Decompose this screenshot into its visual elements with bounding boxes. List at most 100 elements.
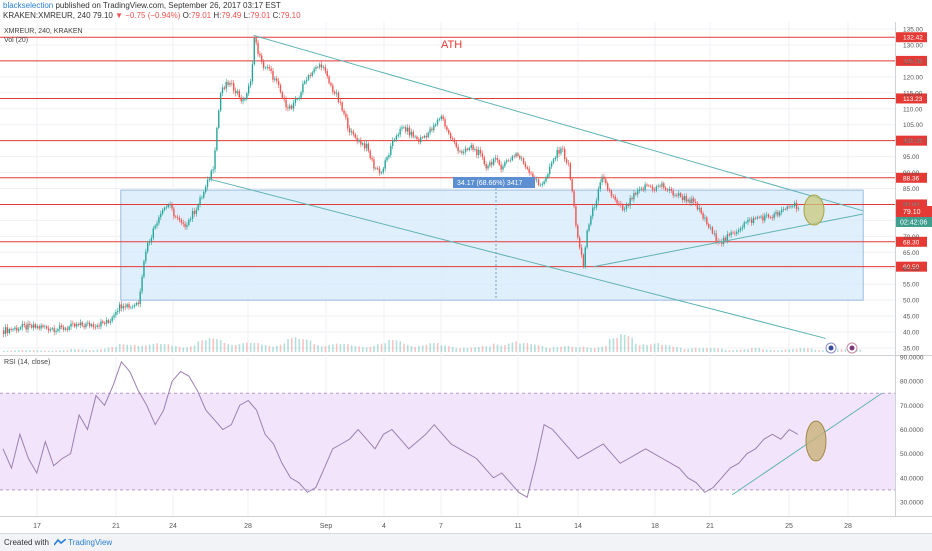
level-tag-label: 88.36 bbox=[903, 175, 920, 182]
volume-bar bbox=[504, 345, 506, 352]
candle-body bbox=[620, 203, 622, 205]
volume-bar bbox=[107, 347, 110, 352]
countdown-tag bbox=[896, 217, 932, 227]
candle-body bbox=[113, 315, 115, 318]
trading-chart[interactable]: 132.42 125.00 113.23 100.00 88.36 80.00 68.30 6… bbox=[0, 0, 932, 533]
tradingview-brand[interactable]: TradingView bbox=[68, 538, 113, 547]
volume-bar bbox=[515, 341, 517, 352]
candle-body bbox=[107, 320, 110, 323]
volume-bar bbox=[724, 349, 727, 352]
candle-body bbox=[414, 136, 416, 138]
candle-body bbox=[360, 139, 362, 145]
price-tick-label: 115.00 bbox=[903, 90, 923, 97]
candle-body bbox=[399, 128, 401, 135]
volume-bar bbox=[358, 346, 360, 352]
time-tick-label: 14 bbox=[574, 523, 582, 530]
candle-body bbox=[79, 322, 82, 325]
volume-bar bbox=[238, 344, 241, 352]
volume-bar bbox=[762, 349, 764, 352]
candle-body bbox=[244, 99, 246, 100]
candle-body bbox=[681, 196, 684, 201]
candle-body bbox=[44, 326, 46, 328]
volume-bar bbox=[698, 348, 701, 352]
candle-body bbox=[233, 83, 235, 91]
candle-body bbox=[689, 199, 691, 204]
candle-body bbox=[176, 217, 179, 218]
candle-body bbox=[362, 143, 364, 145]
candle-body bbox=[765, 214, 768, 216]
volume-bar bbox=[234, 345, 237, 352]
candle-body bbox=[62, 326, 65, 330]
candle-body bbox=[711, 227, 714, 234]
low-label: L: bbox=[243, 11, 251, 20]
candle-body bbox=[771, 217, 773, 219]
volume-bar bbox=[178, 346, 181, 352]
volume-bar bbox=[74, 349, 76, 352]
level-tag bbox=[896, 32, 927, 43]
candle-body bbox=[515, 153, 517, 157]
dividend-dot bbox=[849, 345, 855, 351]
candle-body bbox=[571, 179, 573, 192]
candle-body bbox=[481, 153, 484, 158]
volume-bar bbox=[317, 345, 319, 352]
volume-bar bbox=[541, 345, 544, 352]
candle-body bbox=[554, 157, 557, 160]
candle-body bbox=[4, 327, 7, 334]
candle-body bbox=[21, 323, 24, 328]
volume-bar bbox=[709, 348, 712, 352]
volume-bar bbox=[631, 337, 633, 352]
candle-body bbox=[416, 136, 418, 140]
candle-body bbox=[423, 135, 426, 138]
volume-bar bbox=[758, 348, 761, 352]
rsi-tick-label: 60.0000 bbox=[900, 427, 924, 434]
candle-body bbox=[55, 330, 57, 332]
volume-bar bbox=[36, 350, 39, 352]
candle-body bbox=[143, 261, 145, 277]
price-tick-label: 45.00 bbox=[903, 314, 920, 321]
volume-bar bbox=[59, 350, 61, 352]
candle-body bbox=[17, 329, 20, 331]
candle-body bbox=[431, 128, 433, 131]
candle-body bbox=[547, 174, 549, 178]
candle-body bbox=[31, 325, 33, 328]
volume-bar bbox=[96, 349, 99, 352]
volume-bar bbox=[799, 348, 802, 352]
candle-body bbox=[294, 99, 297, 103]
volume-bar bbox=[152, 343, 155, 352]
candle-body bbox=[154, 225, 156, 229]
candle-body bbox=[266, 66, 269, 68]
candle-body bbox=[520, 158, 523, 159]
volume-bar bbox=[276, 345, 278, 352]
volume-bar bbox=[683, 349, 686, 352]
close-value: 79.10 bbox=[280, 11, 301, 20]
candle-body bbox=[57, 329, 59, 331]
volume-bar bbox=[324, 346, 327, 352]
time-tick-label: 21 bbox=[706, 523, 714, 530]
volume-bar bbox=[590, 347, 592, 352]
candle-body bbox=[487, 165, 489, 169]
volume-bar bbox=[784, 349, 787, 352]
candle-body bbox=[212, 169, 214, 171]
volume-bar bbox=[507, 343, 510, 352]
candle-body bbox=[34, 324, 37, 328]
volume-bar bbox=[661, 345, 663, 352]
volume-bar bbox=[268, 345, 271, 352]
level-tag bbox=[896, 199, 927, 210]
candle-body bbox=[300, 92, 302, 98]
volume-bar bbox=[328, 345, 330, 352]
candle-body bbox=[120, 304, 123, 309]
candle-body bbox=[455, 142, 457, 148]
candle-body bbox=[287, 107, 289, 109]
candle-body bbox=[582, 254, 585, 268]
candle-body bbox=[302, 83, 304, 93]
candle-body bbox=[74, 323, 76, 327]
candle-body bbox=[103, 322, 106, 324]
candle-body bbox=[309, 75, 312, 76]
volume-bar bbox=[751, 348, 753, 352]
candle-body bbox=[388, 155, 390, 158]
author-link[interactable]: blackselection bbox=[3, 1, 54, 10]
candle-body bbox=[504, 162, 506, 167]
candle-body bbox=[780, 209, 783, 213]
candle-body bbox=[49, 329, 52, 331]
level-tag bbox=[896, 261, 927, 272]
